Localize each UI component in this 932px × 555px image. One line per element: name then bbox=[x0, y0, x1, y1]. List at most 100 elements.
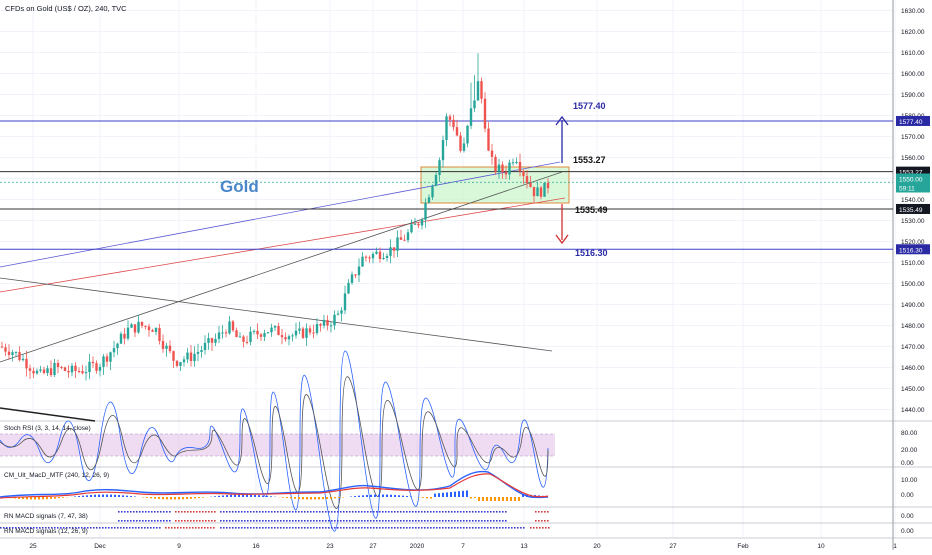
rn-signal-dot bbox=[238, 527, 240, 529]
rn-signal-dot bbox=[241, 520, 243, 522]
rn-signal-dot bbox=[313, 527, 315, 529]
candle-body bbox=[260, 334, 262, 336]
rn-signal-dot bbox=[268, 527, 270, 529]
rn-signal-dot bbox=[433, 520, 435, 522]
candle-body bbox=[463, 143, 465, 150]
rn-signal-dot bbox=[250, 527, 252, 529]
macd-hist-bar bbox=[222, 495, 224, 497]
rn-signal-dot bbox=[454, 527, 456, 529]
time-tick-label: 7 bbox=[461, 543, 465, 550]
macd-hist-bar bbox=[462, 491, 464, 497]
macd-hist-bar bbox=[54, 497, 56, 499]
rn-signal-dot bbox=[340, 527, 342, 529]
rn-signal-dot bbox=[265, 520, 267, 522]
macd-hist-bar bbox=[426, 497, 428, 498]
macd-hist-bar bbox=[358, 496, 360, 497]
rn-signal-dot bbox=[325, 511, 327, 513]
candle-body bbox=[130, 324, 132, 327]
rn-signal-dot bbox=[427, 520, 429, 522]
rn-signal-dot bbox=[391, 520, 393, 522]
rn-signal-dot bbox=[210, 527, 212, 529]
macd-hist-bar bbox=[402, 496, 404, 497]
rn-signal-dot bbox=[346, 511, 348, 513]
rn-signal-dot bbox=[139, 520, 141, 522]
candle-body bbox=[67, 371, 69, 372]
candle-body bbox=[8, 352, 10, 355]
rn-signal-dot bbox=[202, 511, 204, 513]
rn-signal-dot bbox=[316, 520, 318, 522]
rn-signal-dot bbox=[135, 527, 137, 529]
price-tick-label: 1590.00 bbox=[901, 92, 925, 99]
rn-signal-dot bbox=[487, 527, 489, 529]
rn-signal-dot bbox=[256, 511, 258, 513]
rn-signal-dot bbox=[415, 511, 417, 513]
candle-body bbox=[309, 328, 311, 332]
rn-signal-dot bbox=[421, 527, 423, 529]
candle-body bbox=[414, 224, 416, 225]
macd-hist-bar bbox=[58, 497, 60, 498]
candle-body bbox=[333, 315, 335, 326]
macd-hist-bar bbox=[362, 495, 364, 497]
macd-hist-bar bbox=[422, 497, 424, 498]
rn-signal-dot bbox=[226, 511, 228, 513]
rn-signal-dot bbox=[111, 527, 113, 529]
candle-body bbox=[172, 351, 174, 361]
candle-body bbox=[29, 368, 31, 371]
rn-signal-dot bbox=[502, 511, 504, 513]
rn-signal-dot bbox=[277, 520, 279, 522]
candle-body bbox=[438, 160, 440, 175]
candle-body bbox=[64, 367, 66, 371]
candle-body bbox=[295, 331, 297, 336]
stoch-tick-20: 20.00 bbox=[901, 447, 918, 454]
rn-signal-dot bbox=[280, 520, 282, 522]
rn-signal-dot bbox=[153, 527, 155, 529]
rn-signal-dot bbox=[376, 527, 378, 529]
rn-signal-dot bbox=[223, 527, 225, 529]
rn-signal-dot bbox=[424, 520, 426, 522]
rn-signal-dot bbox=[385, 520, 387, 522]
candle-body bbox=[540, 188, 542, 197]
candle-body bbox=[71, 366, 73, 373]
time-tick-label: Dec bbox=[94, 543, 106, 550]
rn-signal-dot bbox=[475, 511, 477, 513]
rn-signal-dot bbox=[274, 527, 276, 529]
rn-signal-dot bbox=[193, 520, 195, 522]
macd-hist-bar bbox=[90, 495, 92, 497]
macd-hist-bar bbox=[330, 497, 332, 499]
rn-signal-dot bbox=[289, 527, 291, 529]
rn-signal-dot bbox=[533, 527, 535, 529]
candle-body bbox=[473, 101, 475, 109]
rn-signal-dot bbox=[391, 511, 393, 513]
candle-body bbox=[351, 274, 353, 282]
rn-signal-dot bbox=[544, 520, 546, 522]
time-tick-label: 27 bbox=[669, 543, 677, 550]
candle-body bbox=[393, 247, 395, 250]
time-tick-label: 20 bbox=[593, 543, 601, 550]
rn-signal-dot bbox=[442, 527, 444, 529]
macd-hist-bar bbox=[382, 495, 384, 497]
rn-signal-dot bbox=[150, 527, 152, 529]
rn-signal-dot bbox=[457, 511, 459, 513]
candle-body bbox=[386, 256, 388, 258]
rn-signal-dot bbox=[313, 520, 315, 522]
candle-body bbox=[459, 135, 461, 150]
candle-body bbox=[74, 366, 76, 371]
macd-hist-bar bbox=[486, 497, 488, 501]
rn-signal-dot bbox=[204, 527, 206, 529]
rn-signal-dot bbox=[147, 527, 149, 529]
rn-signal-dot bbox=[238, 511, 240, 513]
rn-signal-dot bbox=[403, 527, 405, 529]
candle-body bbox=[326, 320, 328, 326]
time-tick-label: 23 bbox=[326, 543, 334, 550]
rn-signal-dot bbox=[163, 520, 165, 522]
macd-hist-bar bbox=[194, 497, 196, 498]
candle-body bbox=[330, 325, 332, 326]
rn-signal-dot bbox=[545, 527, 547, 529]
candle-body bbox=[151, 330, 153, 332]
rn-signal-dot bbox=[412, 511, 414, 513]
price-tag-label: 1550.00 bbox=[899, 177, 923, 184]
macd-hist-bar bbox=[78, 496, 80, 497]
rn-signal-dot bbox=[304, 511, 306, 513]
candle-body bbox=[361, 257, 363, 267]
candle-body bbox=[337, 314, 339, 315]
